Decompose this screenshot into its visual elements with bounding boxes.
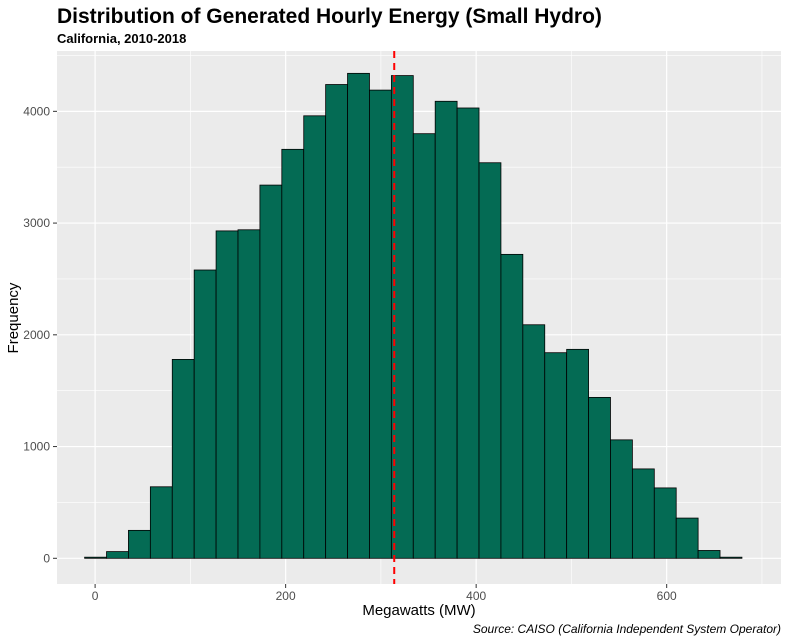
x-axis-title: Megawatts (MW) <box>362 602 475 619</box>
histogram-bar <box>588 396 611 559</box>
histogram-bar <box>171 359 195 559</box>
histogram-bar <box>84 556 107 559</box>
y-tick-label: 1000 <box>23 440 50 454</box>
y-axis-ticks: 0 1000 2000 3000 4000 <box>23 104 57 565</box>
histogram-bar <box>610 439 633 559</box>
y-tick-label: 0 <box>43 551 50 565</box>
x-tick-label: 600 <box>657 589 677 603</box>
histogram-bar <box>719 556 743 559</box>
histogram-bar <box>303 115 327 559</box>
histogram-bar <box>478 162 502 559</box>
source-caption: Source: CAISO (California Independent Sy… <box>473 622 781 636</box>
histogram-bar <box>128 529 151 559</box>
histogram-bar <box>500 253 524 559</box>
histogram-bar <box>522 324 546 559</box>
chart-subtitle: California, 2010-2018 <box>57 31 186 46</box>
y-axis-title: Frequency <box>5 282 22 353</box>
histogram-bar <box>412 133 436 559</box>
histogram-bar <box>697 550 721 559</box>
histogram-bar <box>325 84 348 559</box>
chart-title: Distribution of Generated Hourly Energy … <box>57 5 602 28</box>
histogram-bar <box>215 230 239 559</box>
histogram-bar <box>566 348 589 559</box>
histogram-bar <box>456 107 480 559</box>
histogram-bar <box>653 487 677 559</box>
histogram-bar <box>193 269 217 559</box>
histogram-bar <box>347 72 370 559</box>
histogram-bar <box>631 468 655 559</box>
x-tick-label: 200 <box>276 589 296 603</box>
y-tick-label: 4000 <box>23 104 50 118</box>
histogram-bar <box>369 89 392 559</box>
histogram-bar <box>281 148 305 559</box>
x-tick-label: 400 <box>466 589 486 603</box>
histogram-bar <box>149 486 173 559</box>
y-tick-label: 3000 <box>23 216 50 230</box>
histogram-bar <box>259 184 283 559</box>
histogram-bar <box>544 352 568 559</box>
y-tick-label: 2000 <box>23 328 50 342</box>
histogram-bar <box>237 229 261 559</box>
histogram-bar <box>106 551 129 559</box>
histogram-bars <box>84 72 743 559</box>
x-tick-label: 0 <box>92 589 99 603</box>
x-axis-ticks: 0 200 400 600 <box>92 584 677 603</box>
histogram-bar <box>434 100 458 559</box>
histogram-bar <box>675 517 699 559</box>
